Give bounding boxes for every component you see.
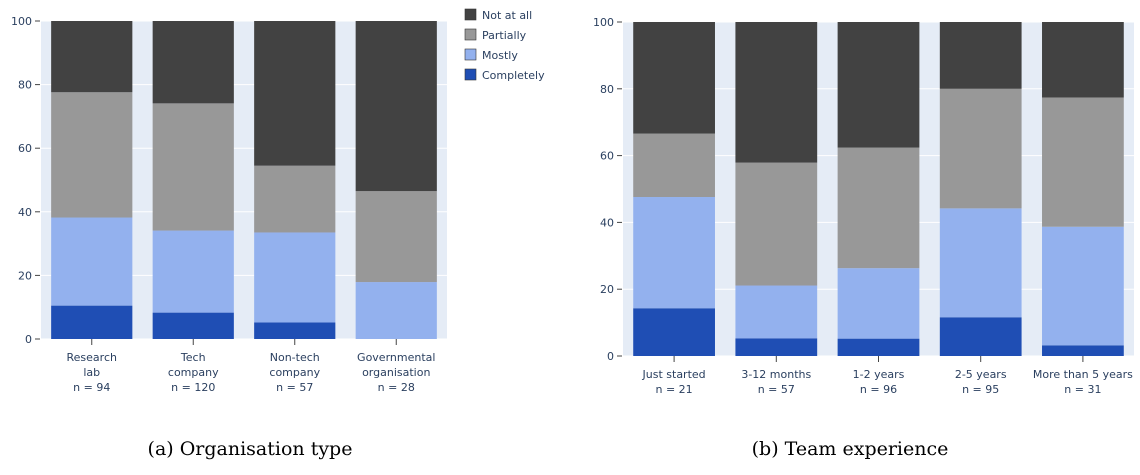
bar-segment bbox=[837, 338, 920, 356]
legend-swatch bbox=[464, 28, 477, 41]
category-label: company bbox=[269, 366, 320, 379]
bar-segment bbox=[735, 338, 818, 356]
bar-segment bbox=[254, 21, 336, 166]
y-tick-label: 0 bbox=[25, 333, 32, 346]
bar-segment bbox=[1042, 226, 1124, 346]
bar-segment bbox=[633, 22, 715, 134]
caption-team-experience: (b) Team experience bbox=[752, 438, 949, 460]
category-label: Governmental bbox=[357, 351, 435, 364]
bar-segment bbox=[152, 103, 234, 231]
category-label: n = 57 bbox=[276, 381, 313, 394]
category-label: Just started bbox=[642, 368, 706, 381]
category-label: n = 57 bbox=[758, 383, 795, 396]
category-label: n = 28 bbox=[378, 381, 415, 394]
bar-segment bbox=[837, 22, 920, 148]
bar-segment bbox=[152, 21, 234, 104]
legend-swatch bbox=[464, 68, 477, 81]
bar-segment bbox=[152, 312, 234, 339]
bar-segment bbox=[254, 165, 336, 233]
y-tick-label: 80 bbox=[18, 79, 32, 92]
bar-segment bbox=[1042, 345, 1124, 356]
category-label: Non-tech bbox=[270, 351, 320, 364]
bar-segment bbox=[51, 305, 133, 339]
category-label: More than 5 years bbox=[1033, 368, 1133, 381]
category-label: Research bbox=[67, 351, 117, 364]
y-tick-label: 40 bbox=[600, 216, 614, 229]
y-tick-label: 20 bbox=[18, 269, 32, 282]
bar-segment bbox=[51, 21, 133, 93]
category-label: n = 21 bbox=[656, 383, 693, 396]
bar-segment bbox=[837, 268, 920, 339]
legend-label: Not at all bbox=[482, 9, 532, 22]
category-label: n = 31 bbox=[1064, 383, 1101, 396]
y-tick-label: 40 bbox=[18, 206, 32, 219]
panel-organisation-type: 0 20 40 60 80 100 Research lab n = 94 Tech company… bbox=[11, 15, 447, 394]
bar-segment bbox=[939, 317, 1022, 356]
bar-segment bbox=[355, 191, 437, 283]
bar-segment bbox=[152, 230, 234, 313]
bar-segment bbox=[939, 22, 1022, 89]
bar-segment bbox=[735, 162, 818, 286]
category-label: n = 120 bbox=[171, 381, 215, 394]
category-label: organisation bbox=[362, 366, 430, 379]
bar-segment bbox=[51, 92, 133, 218]
category-label: Tech bbox=[180, 351, 206, 364]
bar-segment bbox=[1042, 97, 1124, 227]
category-label: lab bbox=[83, 366, 100, 379]
bar-segment bbox=[355, 282, 437, 339]
legend-swatch bbox=[464, 48, 477, 61]
bar-segment bbox=[735, 22, 818, 163]
category-label: n = 94 bbox=[73, 381, 110, 394]
bar-segment bbox=[633, 197, 715, 309]
y-tick-label: 80 bbox=[600, 83, 614, 96]
legend: Not at all Partially Mostly Completely bbox=[464, 8, 545, 82]
category-label: 3-12 months bbox=[741, 368, 811, 381]
bar-segment bbox=[633, 133, 715, 198]
bar-segment bbox=[254, 322, 336, 339]
y-tick-label: 0 bbox=[607, 350, 614, 363]
bar-segment bbox=[735, 285, 818, 339]
y-tick-label: 20 bbox=[600, 283, 614, 296]
legend-label: Mostly bbox=[482, 49, 518, 62]
category-label: 1-2 years bbox=[853, 368, 905, 381]
bar-segment bbox=[633, 308, 715, 356]
y-tick-label: 60 bbox=[18, 142, 32, 155]
bar-segment bbox=[1042, 22, 1124, 98]
y-tick-label: 100 bbox=[11, 15, 32, 28]
bar-segment bbox=[939, 208, 1022, 318]
panel-team-experience: 0 20 40 60 80 100 Just started n = 21 3-12 month… bbox=[593, 16, 1134, 396]
legend-label: Partially bbox=[482, 29, 527, 42]
bar-segment bbox=[51, 217, 133, 306]
legend-label: Completely bbox=[482, 69, 545, 82]
bar-segment bbox=[254, 232, 336, 323]
legend-swatch bbox=[464, 8, 477, 21]
category-label: company bbox=[168, 366, 219, 379]
bar-segment bbox=[939, 88, 1022, 209]
category-label: n = 95 bbox=[962, 383, 999, 396]
category-label: 2-5 years bbox=[955, 368, 1007, 381]
caption-organisation-type: (a) Organisation type bbox=[148, 438, 353, 460]
bar-segment bbox=[355, 21, 437, 192]
y-tick-label: 100 bbox=[593, 16, 614, 29]
y-tick-label: 60 bbox=[600, 150, 614, 163]
bar-segment bbox=[837, 147, 920, 269]
category-label: n = 96 bbox=[860, 383, 897, 396]
